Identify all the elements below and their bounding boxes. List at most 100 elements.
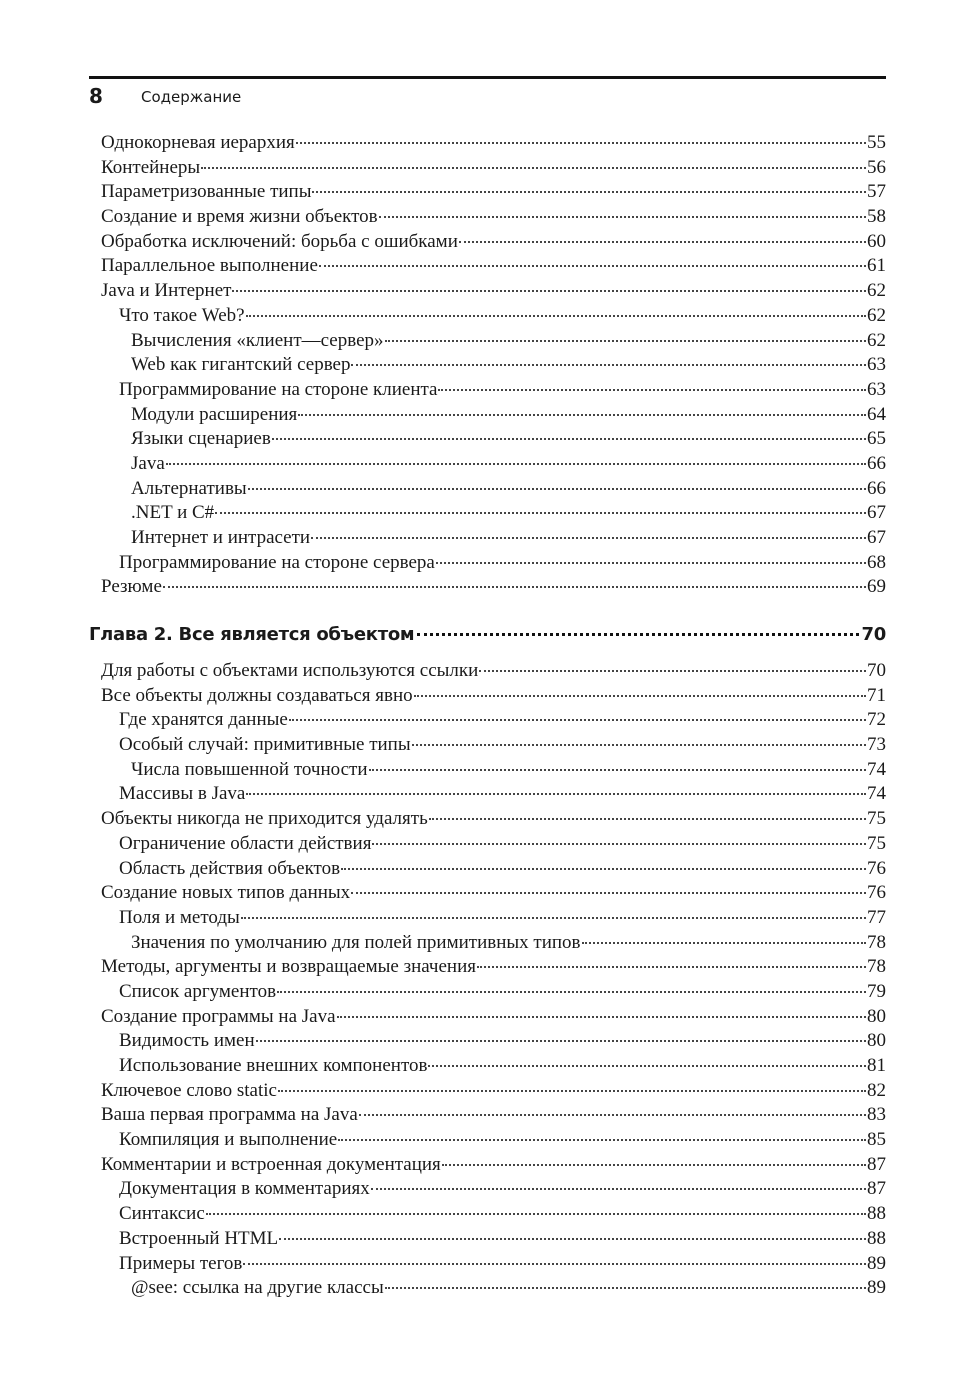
dot-leader <box>479 670 866 672</box>
toc-entry[interactable]: Особый случай: примитивные типы 73 <box>0 734 886 759</box>
toc-list-part2: Для работы с объектами используются ссыл… <box>0 660 886 1302</box>
dot-leader <box>288 719 866 722</box>
toc-entry[interactable]: Параметризованные типы 57 <box>0 181 886 206</box>
toc-entry-page: 87 <box>867 1153 886 1175</box>
toc-entry[interactable]: Ключевое слово static 82 <box>0 1080 886 1105</box>
toc-entry[interactable]: Модули расширения 64 <box>0 404 886 429</box>
dot-leader <box>271 438 866 441</box>
toc-entry-page: 88 <box>867 1203 886 1225</box>
toc-entry-page: 78 <box>867 931 886 953</box>
toc-entry-title: Однокорневая иерархия <box>101 132 295 153</box>
dot-leader <box>318 265 866 268</box>
dot-leader <box>378 216 866 219</box>
toc-entry[interactable]: Вычисления «клиент—сервер» 62 <box>0 330 886 355</box>
toc-entry[interactable]: Где хранятся данные 72 <box>0 709 886 734</box>
toc-entry[interactable]: Синтаксис 88 <box>0 1203 886 1228</box>
toc-entry[interactable]: Создание новых типов данных 76 <box>0 882 886 907</box>
toc-entry-page: 69 <box>867 576 886 598</box>
running-head: Содержание <box>141 88 242 106</box>
toc-entry[interactable]: Ограничение области действия 75 <box>0 833 886 858</box>
toc-entry-page: 56 <box>867 156 886 178</box>
toc-entry[interactable]: .NET и C# 67 <box>0 502 886 527</box>
dot-leader <box>438 388 866 391</box>
toc-entry-page: 65 <box>867 428 886 450</box>
toc-entry-page: 57 <box>867 181 886 203</box>
toc-entry-page: 83 <box>867 1104 886 1126</box>
toc-entry-title: Создание и время жизни объектов <box>101 206 378 228</box>
toc-entry[interactable]: Программирование на стороне клиента 63 <box>0 379 886 404</box>
toc-entry-page: 80 <box>867 1030 886 1052</box>
dot-leader <box>165 462 866 465</box>
toc-entry[interactable]: Альтернативы 66 <box>0 478 886 503</box>
toc-entry[interactable]: Объекты никогда не приходится удалять 75 <box>0 808 886 833</box>
dot-leader <box>215 512 866 515</box>
dot-leader <box>351 892 866 895</box>
toc-entry-page: 67 <box>867 502 886 524</box>
toc-entry-title: Альтернативы <box>131 477 247 499</box>
toc-entry[interactable]: Методы, аргументы и возвращаемые значени… <box>0 956 886 981</box>
toc-entry-page: 64 <box>867 403 886 425</box>
toc-entry-title: Компиляция и выполнение <box>119 1129 338 1151</box>
toc-entry[interactable]: Однокорневая иерархия 55 <box>0 132 886 157</box>
toc-entry-title: @see: ссылка на другие классы <box>131 1277 384 1299</box>
toc-entry-page: 85 <box>867 1129 886 1151</box>
toc-entry[interactable]: Создание и время жизни объектов 58 <box>0 206 886 231</box>
toc-entry[interactable]: Видимость имен 80 <box>0 1030 886 1055</box>
toc-entry-page: 89 <box>867 1277 886 1299</box>
chapter-heading[interactable]: Глава 2. Все является объектом 70 <box>89 624 886 645</box>
toc-entry[interactable]: Примеры тегов 89 <box>0 1253 886 1278</box>
toc-entry[interactable]: Создание программы на Java 80 <box>0 1006 886 1031</box>
toc-entry[interactable]: Область действия объектов 76 <box>0 858 886 883</box>
toc-entry-page: 66 <box>867 477 886 499</box>
header-rule <box>89 76 886 79</box>
toc-entry-title: Видимость имен <box>119 1030 255 1052</box>
toc-entry[interactable]: Значения по умолчанию для полей примитив… <box>0 932 886 957</box>
toc-entry[interactable]: Все объекты должны создаваться явно 71 <box>0 685 886 710</box>
toc-entry[interactable]: Массивы в Java 74 <box>0 783 886 808</box>
toc-entry[interactable]: Java и Интернет 62 <box>0 280 886 305</box>
toc-entry-page: 66 <box>867 452 886 474</box>
toc-entry-title: Массивы в Java <box>119 783 246 805</box>
toc-entry-page: 67 <box>867 527 886 548</box>
dot-leader <box>245 314 866 317</box>
toc-entry-title: Встроенный HTML <box>119 1227 279 1249</box>
dot-leader <box>368 768 866 771</box>
toc-entry[interactable]: Для работы с объектами используются ссыл… <box>0 660 886 685</box>
toc-entry[interactable]: Резюме 69 <box>0 576 886 601</box>
toc-entry[interactable]: Поля и методы 77 <box>0 907 886 932</box>
dot-leader <box>372 842 866 845</box>
dot-leader <box>201 166 866 169</box>
toc-entry-title: Web как гигантский сервер <box>131 354 351 376</box>
toc-entry-page: 75 <box>867 832 886 854</box>
toc-entry[interactable]: Программирование на стороне сервера 68 <box>0 552 886 577</box>
toc-entry[interactable]: Что такое Web? 62 <box>0 305 886 330</box>
dot-leader <box>277 1089 866 1092</box>
toc-entry[interactable]: Ваша первая программа на Java 83 <box>0 1104 886 1129</box>
toc-entry-title: Параллельное выполнение <box>101 255 318 277</box>
toc-entry-page: 88 <box>867 1227 886 1249</box>
toc-entry[interactable]: Языки сценариев 65 <box>0 428 886 453</box>
toc-entry[interactable]: @see: ссылка на другие классы 89 <box>0 1277 886 1302</box>
dot-leader <box>240 916 866 919</box>
toc-entry[interactable]: Обработка исключений: борьба с ошибками 6… <box>0 231 886 256</box>
toc-entry[interactable]: Интернет и интрасети 67 <box>0 527 886 552</box>
toc-entry[interactable]: Список аргументов 79 <box>0 981 886 1006</box>
toc-entry[interactable]: Java 66 <box>0 453 886 478</box>
toc-entry-title: Значения по умолчанию для полей примитив… <box>131 931 581 953</box>
toc-entry[interactable]: Компиляция и выполнение 85 <box>0 1129 886 1154</box>
toc-entry[interactable]: Документация в комментариях 87 <box>0 1178 886 1203</box>
toc-entry-title: Синтаксис <box>119 1203 205 1225</box>
dot-leader <box>384 339 866 342</box>
toc-entry[interactable]: Числа повышенной точности 74 <box>0 759 886 784</box>
toc-entry[interactable]: Встроенный HTML 88 <box>0 1228 886 1253</box>
dot-leader <box>243 1262 866 1265</box>
toc-entry[interactable]: Web как гигантский сервер 63 <box>0 354 886 379</box>
toc-entry-title: Поля и методы <box>119 906 240 928</box>
toc-entry[interactable]: Использование внешних компонентов 81 <box>0 1055 886 1080</box>
toc-entry[interactable]: Контейнеры 56 <box>0 157 886 182</box>
chapter-page: 70 <box>861 624 887 645</box>
dot-leader <box>476 966 866 969</box>
toc-entry[interactable]: Параллельное выполнение 61 <box>0 255 886 280</box>
toc-entry[interactable]: Комментарии и встроенная документация 87 <box>0 1154 886 1179</box>
toc-entry-title: Примеры тегов <box>119 1252 243 1274</box>
